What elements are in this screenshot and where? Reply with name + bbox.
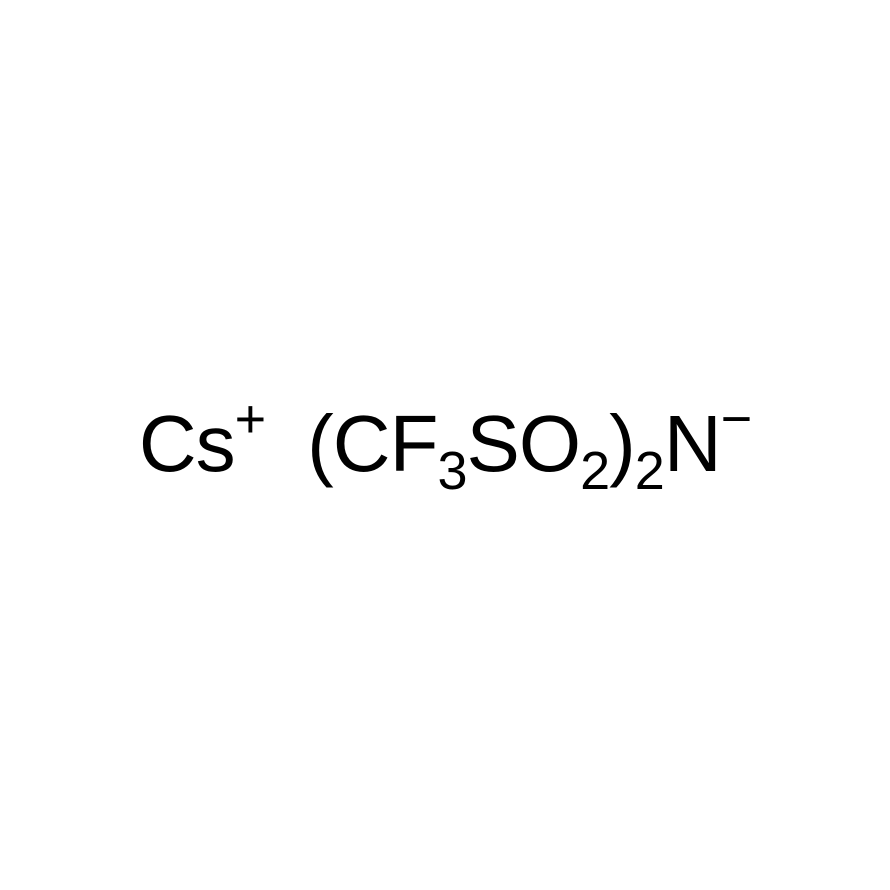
formula-canvas: Cs+ (CF3SO2)2N− — [0, 0, 890, 890]
sub-3: 3 — [437, 440, 466, 502]
close-paren: ) — [609, 398, 635, 490]
atom-f: F — [390, 398, 438, 490]
cation-charge: + — [235, 388, 266, 450]
atom-c: C — [333, 398, 390, 490]
sub-2-outer: 2 — [635, 440, 664, 502]
cation-cs: Cs — [139, 398, 235, 490]
open-paren: ( — [307, 398, 333, 490]
atom-o: O — [519, 398, 580, 490]
anion-charge: − — [721, 388, 752, 450]
atom-n: N — [664, 398, 721, 490]
chemical-formula: Cs+ (CF3SO2)2N− — [0, 398, 890, 490]
atom-s: S — [467, 398, 519, 490]
sub-2-inner: 2 — [580, 440, 609, 502]
